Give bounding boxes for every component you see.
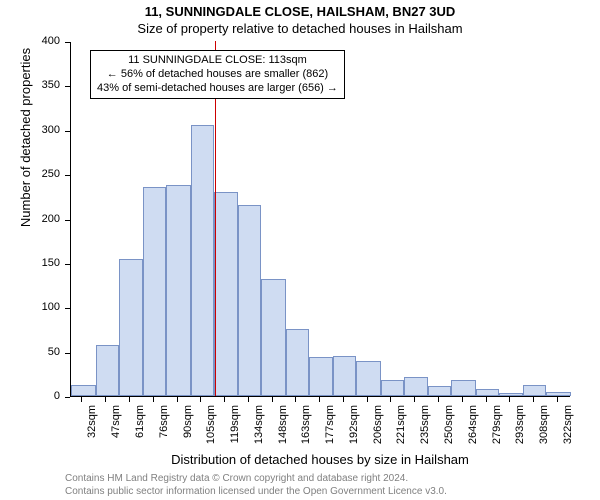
- x-tick-label: 235sqm: [419, 405, 431, 455]
- y-tick-label: 150: [0, 257, 60, 269]
- annotation-line3: 43% of semi-detached houses are larger (…: [97, 82, 338, 96]
- x-tick-mark: [438, 397, 439, 402]
- histogram-bar: [356, 361, 381, 396]
- footer-line1: Contains HM Land Registry data © Crown c…: [65, 472, 447, 485]
- y-tick-label: 250: [0, 168, 60, 180]
- x-tick-mark: [177, 397, 178, 402]
- y-tick-mark: [65, 220, 70, 221]
- histogram-bar: [451, 380, 476, 396]
- chart-title-line1: 11, SUNNINGDALE CLOSE, HAILSHAM, BN27 3U…: [0, 4, 600, 19]
- y-tick-mark: [65, 42, 70, 43]
- x-tick-mark: [414, 397, 415, 402]
- y-tick-label: 300: [0, 124, 60, 136]
- x-tick-label: 279sqm: [491, 405, 503, 455]
- histogram-bar: [238, 205, 261, 396]
- x-tick-mark: [533, 397, 534, 402]
- x-tick-mark: [486, 397, 487, 402]
- y-tick-label: 400: [0, 35, 60, 47]
- x-tick-mark: [105, 397, 106, 402]
- footer-attribution: Contains HM Land Registry data © Crown c…: [65, 472, 447, 498]
- x-tick-mark: [248, 397, 249, 402]
- x-tick-mark: [272, 397, 273, 402]
- x-tick-mark: [129, 397, 130, 402]
- x-tick-mark: [224, 397, 225, 402]
- x-tick-mark: [557, 397, 558, 402]
- x-tick-mark: [390, 397, 391, 402]
- histogram-bar: [119, 259, 144, 396]
- x-tick-mark: [153, 397, 154, 402]
- x-tick-label: 119sqm: [229, 405, 241, 455]
- x-tick-mark: [462, 397, 463, 402]
- histogram-bar: [428, 386, 451, 396]
- histogram-bar: [523, 385, 546, 396]
- x-tick-label: 250sqm: [443, 405, 455, 455]
- y-tick-mark: [65, 264, 70, 265]
- x-tick-mark: [509, 397, 510, 402]
- x-tick-mark: [200, 397, 201, 402]
- x-tick-label: 163sqm: [300, 405, 312, 455]
- x-tick-mark: [81, 397, 82, 402]
- x-tick-label: 192sqm: [348, 405, 360, 455]
- y-tick-label: 50: [0, 346, 60, 358]
- histogram-bar: [309, 357, 334, 396]
- x-tick-label: 148sqm: [277, 405, 289, 455]
- annotation-line2: ← 56% of detached houses are smaller (86…: [97, 68, 338, 82]
- histogram-bar: [546, 392, 571, 396]
- x-tick-mark: [295, 397, 296, 402]
- y-tick-mark: [65, 308, 70, 309]
- y-tick-mark: [65, 353, 70, 354]
- x-tick-label: 177sqm: [324, 405, 336, 455]
- x-tick-label: 264sqm: [467, 405, 479, 455]
- footer-line2: Contains public sector information licen…: [65, 485, 447, 498]
- x-tick-mark: [319, 397, 320, 402]
- histogram-bar: [214, 192, 239, 396]
- reference-annotation: 11 SUNNINGDALE CLOSE: 113sqm ← 56% of de…: [90, 50, 345, 99]
- x-tick-label: 206sqm: [372, 405, 384, 455]
- y-tick-label: 0: [0, 390, 60, 402]
- histogram-bar: [96, 345, 119, 396]
- x-tick-label: 61sqm: [134, 405, 146, 455]
- y-tick-label: 200: [0, 213, 60, 225]
- annotation-line1: 11 SUNNINGDALE CLOSE: 113sqm: [97, 54, 338, 68]
- x-tick-label: 76sqm: [158, 405, 170, 455]
- y-tick-label: 350: [0, 79, 60, 91]
- x-tick-label: 105sqm: [205, 405, 217, 455]
- histogram-bar: [404, 377, 429, 396]
- histogram-bar: [333, 356, 356, 396]
- histogram-bar: [166, 185, 191, 396]
- y-tick-mark: [65, 175, 70, 176]
- histogram-bar: [143, 187, 166, 396]
- histogram-bar: [381, 380, 404, 396]
- x-tick-mark: [343, 397, 344, 402]
- histogram-bar: [261, 279, 286, 396]
- x-tick-mark: [367, 397, 368, 402]
- histogram-bar: [286, 329, 309, 396]
- histogram-bar: [499, 393, 524, 396]
- x-tick-label: 308sqm: [538, 405, 550, 455]
- chart-container: { "title_line1": "11, SUNNINGDALE CLOSE,…: [0, 0, 600, 500]
- x-tick-label: 47sqm: [110, 405, 122, 455]
- x-tick-label: 134sqm: [253, 405, 265, 455]
- x-tick-label: 32sqm: [86, 405, 98, 455]
- x-tick-label: 293sqm: [514, 405, 526, 455]
- histogram-bar: [71, 385, 96, 396]
- y-tick-label: 100: [0, 301, 60, 313]
- chart-title-line2: Size of property relative to detached ho…: [0, 21, 600, 36]
- x-tick-label: 90sqm: [182, 405, 194, 455]
- y-tick-mark: [65, 86, 70, 87]
- x-tick-label: 221sqm: [395, 405, 407, 455]
- y-tick-mark: [65, 131, 70, 132]
- histogram-bar: [191, 125, 214, 396]
- histogram-bar: [476, 389, 499, 396]
- x-tick-label: 322sqm: [562, 405, 574, 455]
- y-tick-mark: [65, 397, 70, 398]
